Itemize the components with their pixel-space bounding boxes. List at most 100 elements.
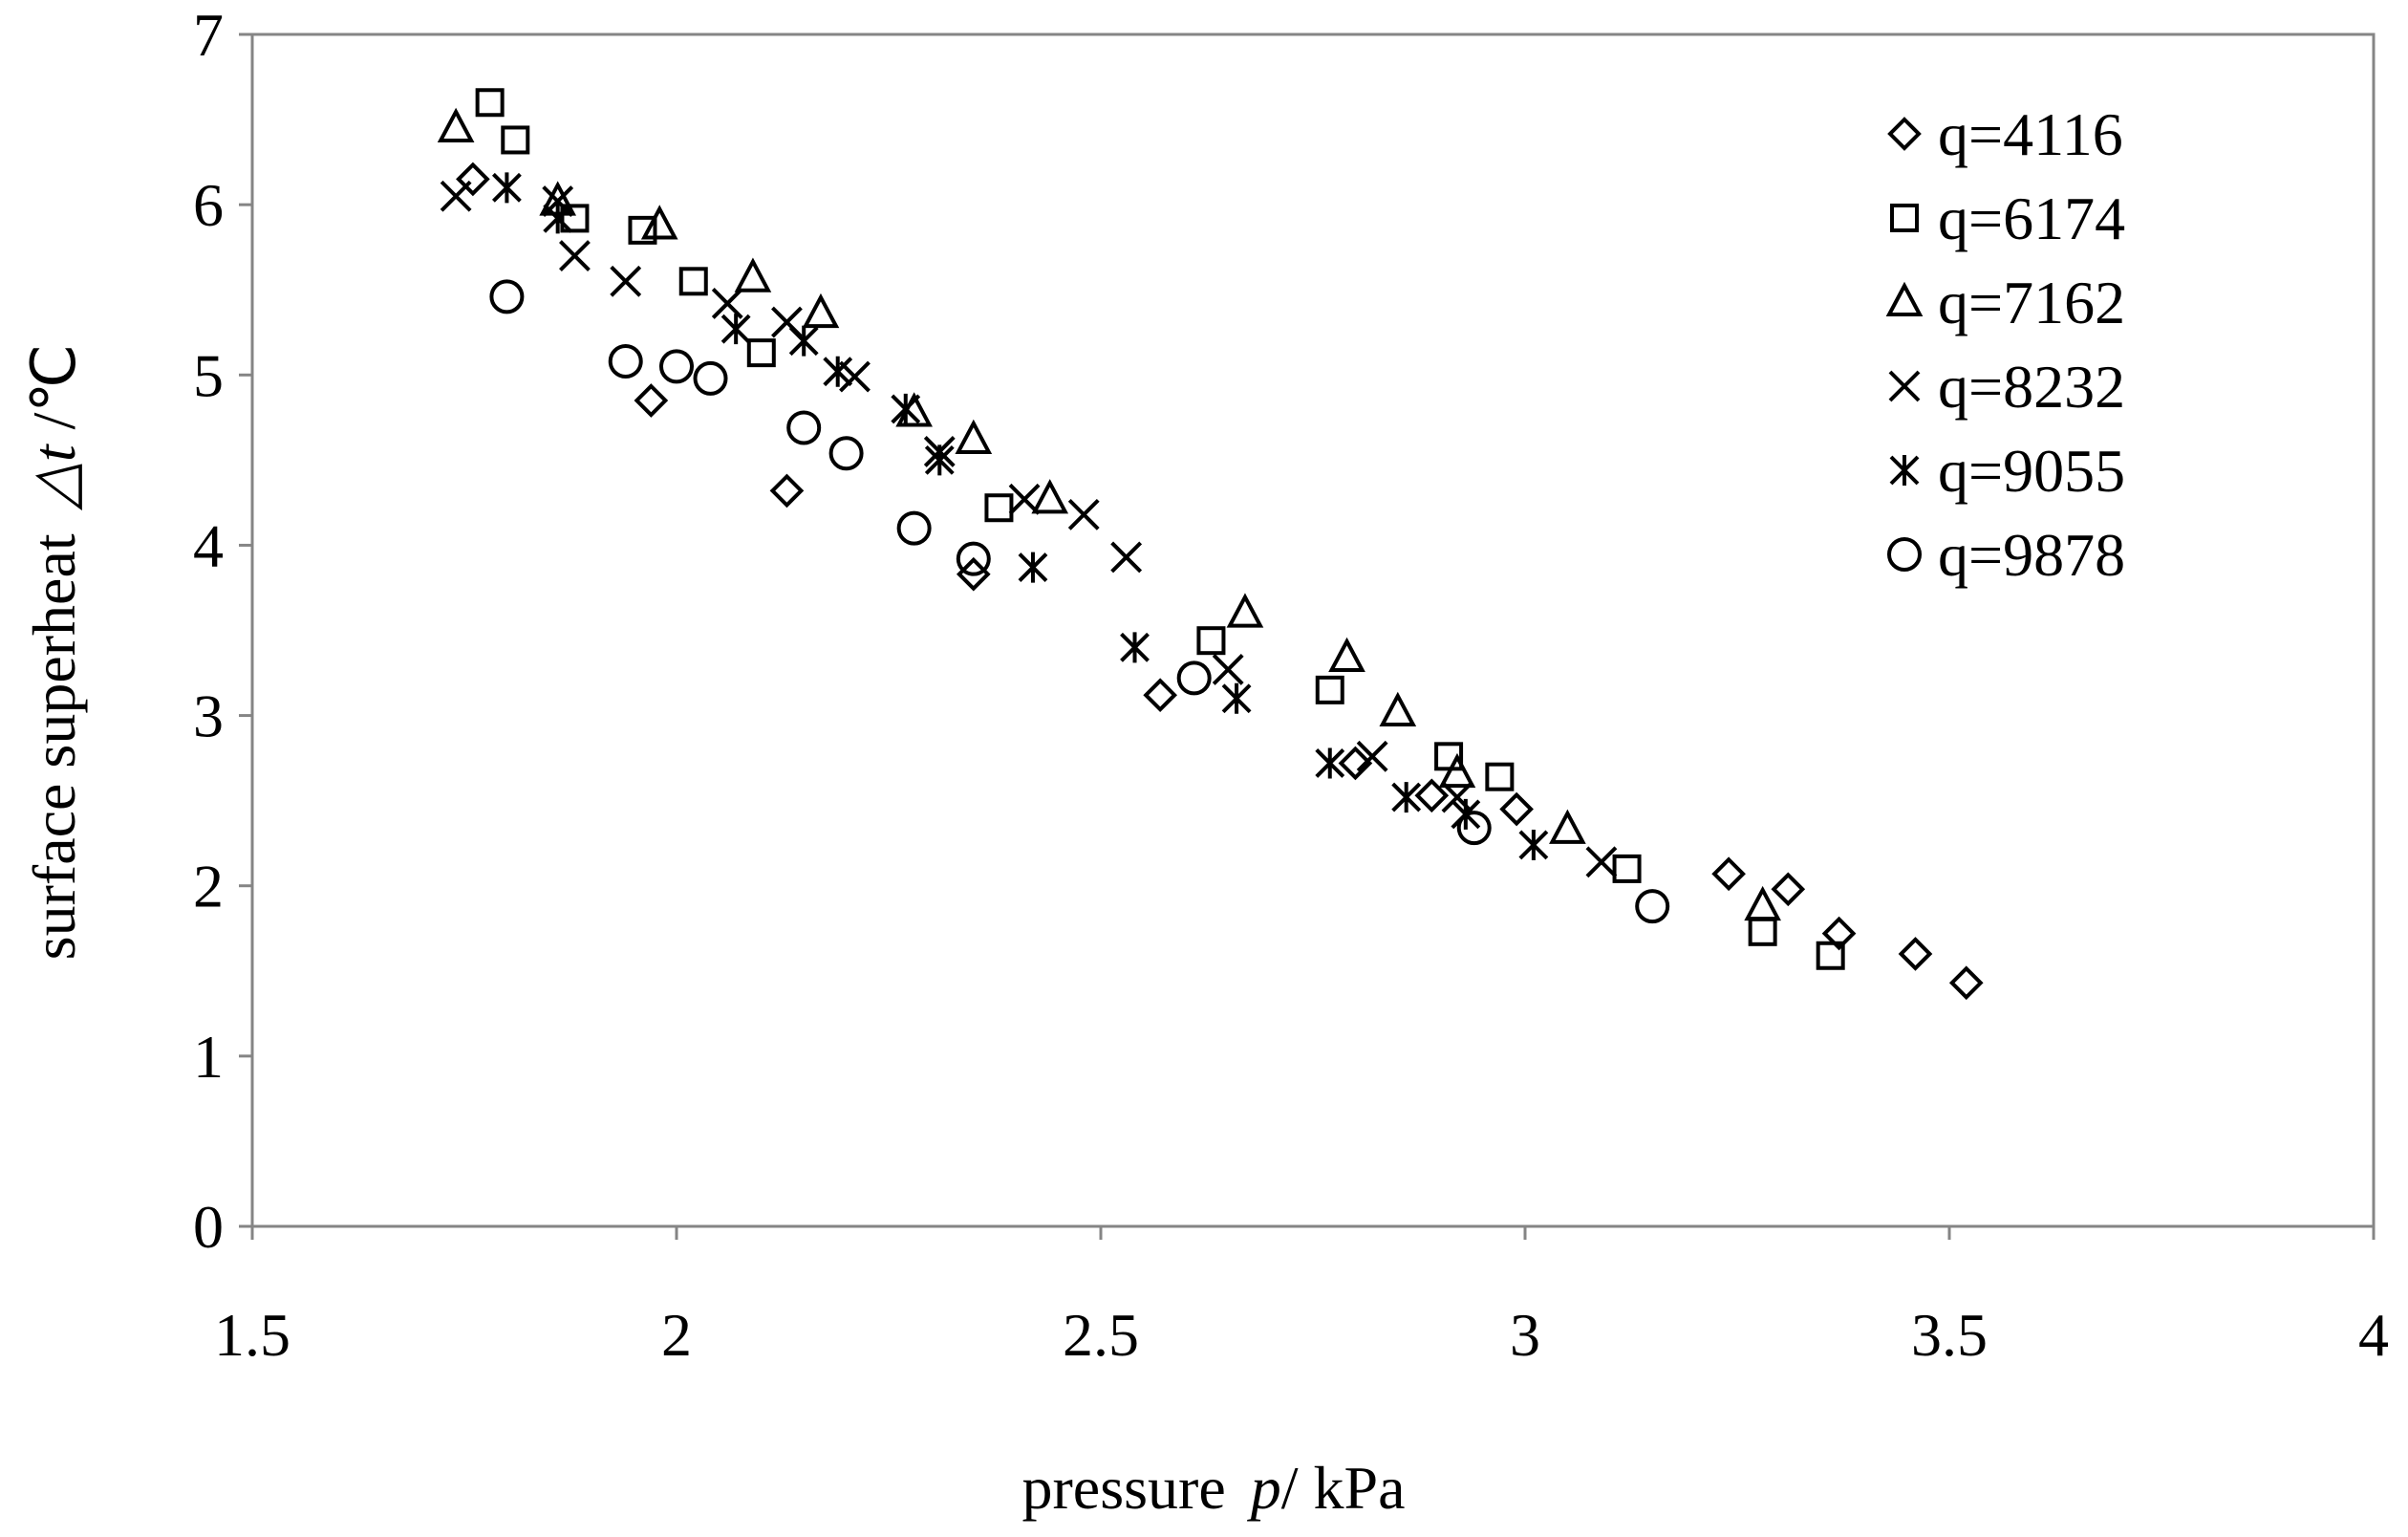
data-point [1898, 937, 1933, 971]
data-point [440, 180, 472, 212]
data-point [1414, 778, 1450, 813]
x-tick-label: 3.5 [1911, 1301, 1988, 1369]
data-point [711, 288, 743, 319]
data-point [559, 240, 591, 272]
legend-marker [1887, 537, 1922, 572]
series-q-9878 [489, 279, 1670, 924]
data-point [955, 419, 993, 454]
data-point [1008, 483, 1041, 515]
data-point [1328, 637, 1365, 673]
legend-label: q=9878 [1938, 521, 2125, 589]
data-point [1711, 856, 1746, 892]
data-point [1018, 552, 1048, 583]
data-points [437, 88, 1984, 1001]
data-point [1221, 682, 1252, 714]
data-point [1549, 809, 1586, 844]
data-point [634, 383, 669, 418]
data-point [828, 436, 864, 471]
y-axis-title: surface superheat△t /℃ [20, 344, 88, 961]
legend: q=4116 q=6174 q=7162 q=8232 q=9055 q=9878 [1885, 100, 2125, 589]
data-point [839, 360, 871, 393]
data-point [802, 292, 840, 329]
data-point [501, 125, 530, 155]
data-point [628, 215, 657, 245]
data-point [924, 444, 955, 476]
data-point [1485, 762, 1515, 791]
series-q-7162 [437, 107, 1781, 921]
data-point [1356, 740, 1388, 772]
y-tick-label: 6 [193, 171, 224, 239]
data-point [1499, 791, 1534, 827]
data-point [734, 257, 772, 292]
legend-marker [1887, 117, 1922, 151]
data-point [1196, 626, 1226, 656]
data-point [560, 204, 590, 233]
data-point [1338, 746, 1373, 781]
data-point [1744, 885, 1781, 921]
series-q-4116 [456, 162, 1984, 1001]
data-point [786, 410, 822, 445]
data-point [1612, 854, 1642, 883]
series-q-8232 [440, 180, 1618, 878]
y-tick-label: 1 [193, 1023, 224, 1091]
data-point [693, 360, 728, 396]
data-point [640, 205, 678, 240]
y-tick-label: 7 [193, 1, 224, 69]
data-point [1110, 541, 1143, 574]
data-point [896, 510, 932, 546]
plot-area-frame [250, 32, 2376, 1228]
legend-label: q=8232 [1938, 353, 2125, 421]
y-tick-label: 5 [193, 341, 224, 409]
data-point [610, 265, 642, 297]
legend-marker [1885, 281, 1924, 316]
x-tick-label: 2.5 [1063, 1301, 1139, 1369]
data-point [678, 267, 708, 296]
data-point [746, 338, 776, 368]
data-point [1948, 965, 1984, 1001]
data-point [1438, 752, 1476, 789]
y-tick-label: 0 [193, 1193, 224, 1261]
y-tick-label: 3 [193, 682, 224, 750]
data-point [1816, 941, 1845, 970]
data-point [720, 314, 751, 345]
x-tick-label: 2 [661, 1301, 692, 1369]
data-point [1143, 678, 1177, 713]
data-point [1585, 846, 1618, 878]
legend-label: q=6174 [1938, 184, 2125, 252]
data-point [891, 393, 921, 424]
y-tick-label: 2 [193, 853, 224, 920]
legend-entry: q=9055 [1889, 437, 2125, 505]
series-q-6174 [475, 88, 1845, 970]
legend-entry: q=4116 [1887, 100, 2123, 168]
data-point [1635, 889, 1670, 924]
series-q-9055 [491, 172, 1549, 860]
data-point [1821, 916, 1857, 951]
data-point [543, 203, 573, 234]
data-point [1067, 498, 1100, 530]
y-tick-label: 4 [193, 511, 224, 579]
x-tick-label: 1.5 [214, 1301, 290, 1369]
data-point [437, 107, 475, 142]
data-point [1391, 782, 1422, 813]
data-point [769, 473, 805, 509]
data-point [1771, 872, 1806, 907]
data-point [823, 356, 853, 387]
axis-ticks: 1.5 2 2.5 3 3.5 4 0 1 2 3 4 5 6 7 [193, 1, 2389, 1369]
legend-marker [1889, 455, 1920, 486]
data-point [788, 325, 819, 357]
data-point [608, 344, 643, 379]
x-tick-label: 4 [2358, 1301, 2389, 1369]
legend-label: q=4116 [1938, 100, 2123, 168]
legend-marker [1888, 370, 1921, 402]
legend-entry: q=7162 [1885, 269, 2125, 336]
data-point [1379, 691, 1417, 727]
data-point [1176, 660, 1212, 696]
data-point [1748, 917, 1777, 946]
plot-border [250, 32, 2376, 1228]
data-point [475, 88, 505, 118]
data-point [1518, 829, 1549, 860]
data-point [1031, 479, 1069, 514]
legend-entry: q=8232 [1888, 353, 2125, 421]
data-point [1315, 675, 1344, 704]
